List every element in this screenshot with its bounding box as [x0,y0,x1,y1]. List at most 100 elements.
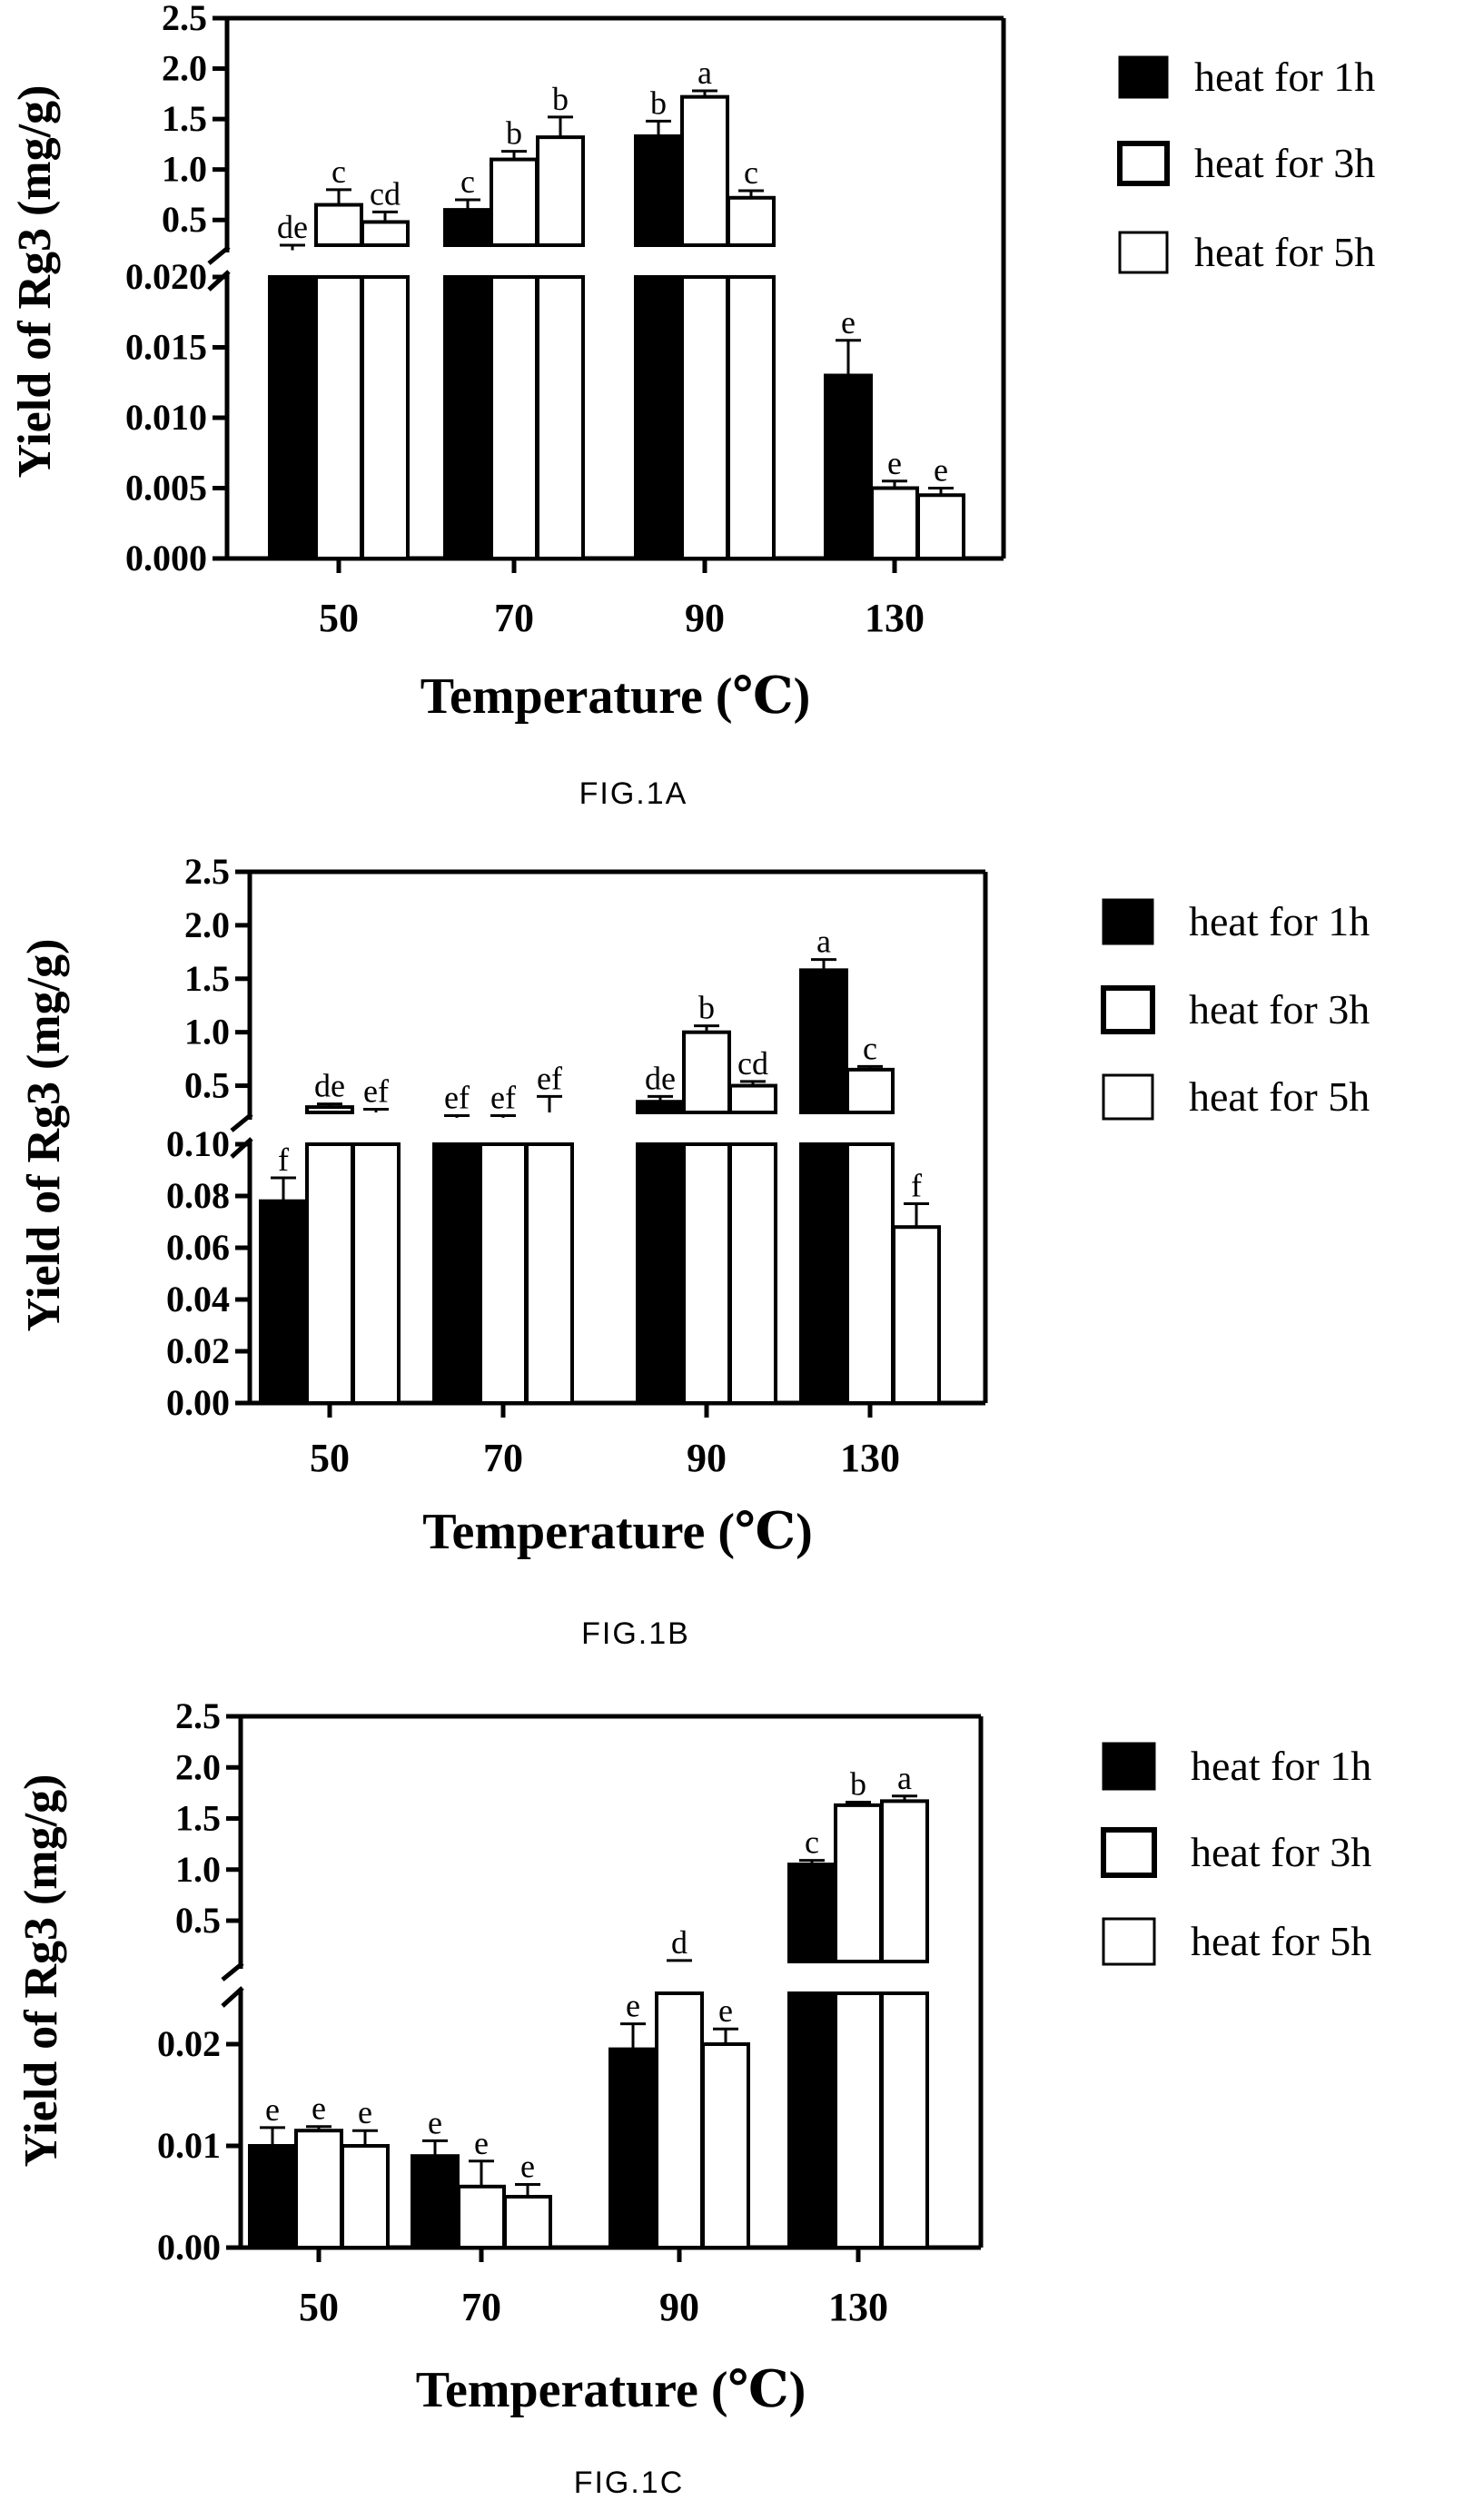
legend-label: heat for 3h [1191,1829,1371,1875]
y-tick-label: 0.02 [157,2023,221,2064]
y-tick-label: 0.010 [125,397,207,438]
significance-label: e [626,1988,640,2024]
bar [824,373,873,560]
y-tick-label: 2.5 [175,1695,221,1736]
x-tick-label: 70 [461,2285,501,2329]
bar [305,1142,354,1405]
x-tick-label: 130 [865,596,925,640]
legend-label: heat for 3h [1194,140,1375,186]
bar [294,2129,343,2249]
significance-label: ef [444,1080,470,1116]
significance-label: e [428,2104,442,2140]
bar [314,275,363,560]
significance-label: e [358,2094,372,2130]
figure-caption: FIG.1C [574,2466,685,2500]
legend-label: heat for 5h [1189,1073,1370,1120]
significance-label: cd [370,175,401,212]
significance-label: e [887,445,902,481]
y-tick-label: 0.02 [166,1330,230,1371]
bar [411,2154,460,2249]
bar [916,493,965,560]
x-tick-label: 90 [685,596,725,640]
significance-label: b [552,81,569,117]
bar [680,94,729,247]
significance-label: e [520,2149,535,2185]
x-tick-label: 130 [840,1436,900,1480]
chart-1: 0.000 0.005 0.010 0.015 0.020 0.5 1.0 1.5 2.0 2.5… [9,0,1375,811]
significance-label: e [841,304,856,341]
y-axis-label: Yield of Rg3 (mg/g) [9,85,61,479]
significance-label: ef [490,1080,516,1116]
legend-swatch [1118,55,1169,99]
y-tick-label: 2.0 [162,48,207,89]
significance-label: f [278,1141,289,1178]
axis-break-mark [207,270,231,292]
significance-label: ef [537,1060,562,1096]
significance-label: de [314,1068,345,1104]
bar [834,1991,883,2249]
bar [787,1863,836,1963]
y-tick-label: 2.0 [175,1746,221,1787]
significance-label: e [265,2091,280,2128]
bar [680,275,729,560]
bar [799,968,848,1115]
significance-label: de [277,209,308,245]
legend-swatch [1101,985,1155,1034]
x-axis-label: Temperature (℃) [422,1504,812,1560]
figure-caption: FIG.1B [581,1616,690,1651]
axis-break-mark [230,1137,253,1159]
bar [655,1991,704,2249]
y-tick-label: 0.5 [162,199,207,240]
significance-label: e [934,452,948,489]
significance-label: c [863,1030,877,1066]
significance-label: d [671,1924,688,1961]
legend-label: heat for 1h [1189,898,1370,944]
legend-label: heat for 1h [1194,54,1375,100]
chart-2: 0.00 0.02 0.04 0.06 0.08 0.10 0.5 1.0 1.5 2.0 2.5 f… [18,851,1370,1651]
axis-break-mark [221,1986,244,2008]
significance-label: c [331,153,346,190]
legend-swatch [1102,1742,1156,1791]
y-tick-label: 2.0 [184,904,230,945]
bar [834,1803,883,1963]
bar [503,2195,552,2249]
x-tick-label: 90 [659,2285,699,2329]
significance-label: f [911,1168,922,1204]
axis-break-mark [221,1962,244,1981]
x-axis-label: Temperature (℃) [416,2362,806,2418]
significance-label: b [698,990,715,1026]
y-tick-label: 0.01 [157,2125,221,2166]
significance-label: de [645,1060,676,1096]
significance-label: cd [737,1045,768,1082]
x-tick-label: 70 [494,596,534,640]
bar [728,1142,777,1405]
x-tick-label: 130 [828,2285,888,2329]
y-tick-label: 0.00 [166,1382,230,1423]
y-tick-label: 2.5 [184,851,230,892]
bar [787,1991,836,2249]
bar [727,195,776,247]
bar [880,1799,929,1963]
bar [361,220,410,247]
bar [870,486,919,560]
bar [457,2184,506,2250]
bar [727,275,776,560]
legend-swatch [1117,141,1170,186]
bar [361,275,410,560]
bar [634,134,683,247]
x-tick-label: 50 [299,2285,339,2329]
legend-label: heat for 3h [1189,986,1370,1033]
bar [701,2042,750,2249]
bar [799,1142,848,1405]
bar [432,1142,481,1405]
significance-label: c [460,163,475,200]
significance-label: e [718,1992,733,2029]
significance-label: a [897,1760,912,1796]
x-tick-label: 70 [483,1436,523,1480]
y-tick-label: 0.04 [166,1279,230,1319]
bar [259,1199,308,1405]
y-tick-label: 0.5 [175,1900,221,1941]
y-tick-label: 0.08 [166,1175,230,1216]
y-tick-label: 0.015 [125,327,207,368]
axis-break-mark [207,245,231,265]
